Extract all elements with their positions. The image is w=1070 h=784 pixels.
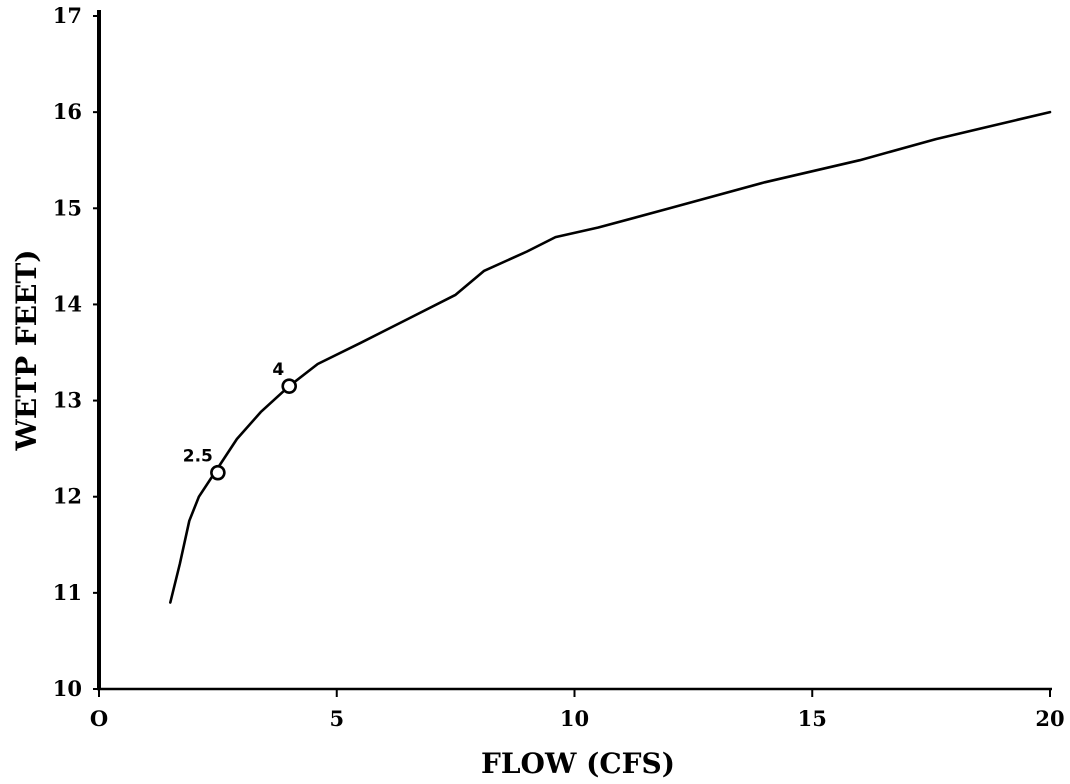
y-tick-label: 12 [53, 484, 82, 509]
x-tick-label: 5 [329, 706, 344, 731]
x-axis-ticks: O 5 10 15 20 [90, 689, 1065, 731]
point-label: 2.5 [183, 447, 213, 467]
y-tick-label: 11 [53, 580, 82, 605]
point-marker [210, 464, 226, 481]
point-marker [281, 378, 298, 394]
series-line [169, 110, 1052, 604]
point-markers: 2.54 [183, 360, 298, 481]
y-tick-label: 14 [53, 291, 82, 316]
x-axis-title: FLOW (CFS) [481, 747, 675, 780]
x-tick-label: 15 [798, 706, 827, 731]
x-tick-label: O [90, 706, 108, 731]
y-tick-label: 10 [53, 676, 82, 701]
y-tick-label: 17 [53, 3, 82, 28]
y-axis-ticks: 10 11 12 13 14 15 16 17 [53, 3, 99, 701]
x-tick-label: 20 [1035, 706, 1064, 731]
y-tick-label: 15 [53, 195, 82, 220]
x-tick-label: 10 [560, 706, 589, 731]
y-axis-title: WETP FEET) [10, 249, 43, 451]
y-tick-label: 13 [53, 388, 82, 413]
y-tick-label: 16 [53, 99, 82, 124]
point-label: 4 [272, 360, 284, 380]
